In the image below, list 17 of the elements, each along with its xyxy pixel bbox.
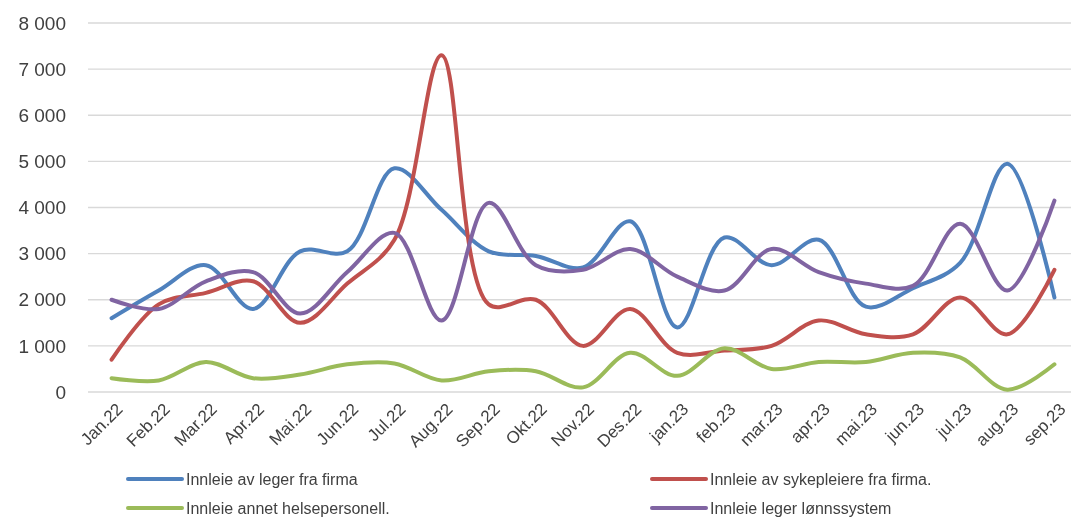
y-tick-label: 0 xyxy=(55,381,66,403)
y-tick-label: 5 000 xyxy=(18,151,66,173)
line-series xyxy=(109,346,1057,392)
legend-label: Innleie leger lønnssystem xyxy=(710,499,892,517)
y-tick-label: 1 000 xyxy=(18,335,66,357)
legend-label: Innleie av leger fra firma xyxy=(186,470,358,488)
y-tick-label: 2 000 xyxy=(18,289,66,311)
line-series xyxy=(109,198,1057,323)
y-tick-label: 4 000 xyxy=(18,197,66,219)
legend-label: Innleie av sykepleiere fra firma. xyxy=(710,470,932,488)
y-tick-label: 6 000 xyxy=(18,104,66,126)
y-tick-label: 8 000 xyxy=(18,12,66,34)
line-series xyxy=(109,53,1057,362)
line-series xyxy=(109,161,1057,330)
y-tick-label: 7 000 xyxy=(18,58,66,80)
y-tick-label: 3 000 xyxy=(18,243,66,265)
legend-label: Innleie annet helsepersonell. xyxy=(186,499,390,517)
